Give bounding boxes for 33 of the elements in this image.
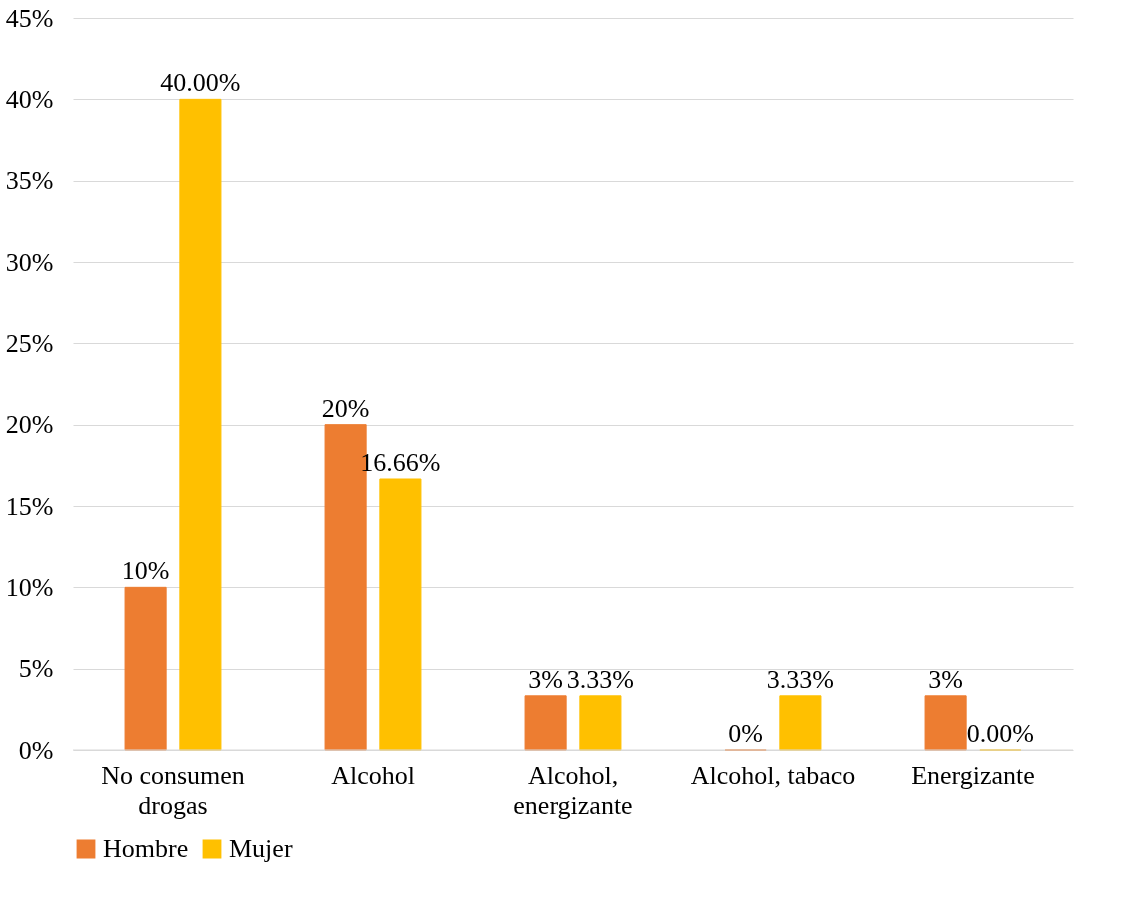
data-label: 10% <box>121 556 170 586</box>
y-tick-label: 45% <box>5 3 54 33</box>
data-label: 0% <box>728 719 763 748</box>
y-tick-label: 25% <box>5 328 54 358</box>
data-label: 3% <box>528 664 563 694</box>
data-label: 20% <box>321 393 370 423</box>
y-tick-label: 40% <box>5 84 54 114</box>
data-label: 0.00% <box>966 719 1034 748</box>
legend-label: Hombre <box>103 834 189 863</box>
data-label: 3% <box>928 664 963 694</box>
bar <box>524 695 567 751</box>
bar <box>179 98 222 751</box>
bar <box>124 586 167 751</box>
x-tick-label: Alcohol <box>331 760 415 790</box>
x-tick-label: No consumen drogas <box>101 760 245 820</box>
y-tick-label: 20% <box>5 410 54 440</box>
x-tick-label: Alcohol, tabaco <box>690 760 856 790</box>
data-label: 40.00% <box>160 68 241 98</box>
y-tick-label: 30% <box>5 247 54 277</box>
y-tick-label: 10% <box>5 572 54 602</box>
x-tick-label: Alcohol, energizante <box>513 760 633 820</box>
legend-label: Mujer <box>229 834 293 863</box>
bar <box>779 695 822 751</box>
x-tick-label: Energizante <box>911 760 1035 790</box>
y-tick-label: 35% <box>5 166 54 196</box>
bar <box>579 695 622 751</box>
y-tick-label: 5% <box>18 654 54 684</box>
y-tick-label: 0% <box>18 735 54 765</box>
y-tick-label: 15% <box>5 491 54 521</box>
data-label: 3.33% <box>766 664 834 694</box>
bar <box>924 695 967 751</box>
bar <box>379 478 422 751</box>
data-label: 3.33% <box>566 664 634 694</box>
